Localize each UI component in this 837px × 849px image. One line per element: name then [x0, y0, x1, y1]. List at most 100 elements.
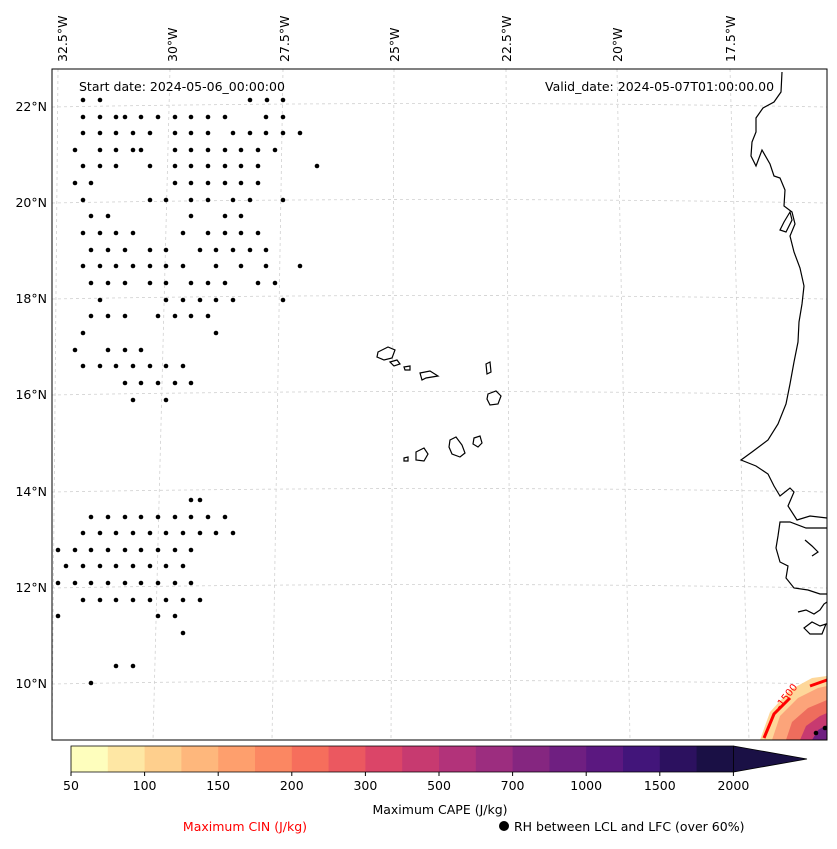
lon-label: 17.5°W [723, 16, 738, 62]
coast-detail [797, 601, 828, 615]
rh-dot [222, 163, 228, 169]
colorbar-tick-label: 1000 [570, 778, 602, 793]
rh-dot [813, 730, 819, 736]
rh-dot [172, 147, 178, 153]
rh-dot [163, 397, 169, 403]
rh-dot [122, 347, 128, 353]
rh-dot [280, 197, 286, 203]
rh-dot [205, 180, 211, 186]
rh-dot [80, 163, 86, 169]
rh-dot [230, 297, 236, 303]
rh-dot [130, 147, 136, 153]
rh-dot [105, 580, 111, 586]
map-background [52, 69, 827, 740]
rh-dot [230, 247, 236, 253]
rh-dot [230, 530, 236, 536]
colorbar-tick-label: 300 [353, 778, 377, 793]
colorbar-swatch [475, 746, 513, 772]
lon-label: 27.5°W [277, 16, 292, 62]
island [403, 456, 409, 462]
rh-dot [138, 547, 144, 553]
rh-dot [113, 147, 119, 153]
rh-dot [238, 230, 244, 236]
rh-dot [97, 263, 103, 269]
rh-dot [97, 97, 103, 103]
cape-verde-islands [376, 346, 502, 462]
rh-dot [255, 180, 261, 186]
rh-dot [88, 547, 94, 553]
rh-dot [255, 280, 261, 286]
lat-label: 10°N [15, 676, 47, 691]
colorbar-swatch [181, 746, 219, 772]
rh-dot [80, 597, 86, 603]
rh-dot [205, 313, 211, 319]
rh-dot [172, 613, 178, 619]
start-date-label: Start date: 2024-05-06_00:00:00 [79, 79, 285, 94]
parallel-line [51, 103, 828, 108]
rh-dot [172, 547, 178, 553]
rh-dot [163, 530, 169, 536]
rh-dot [172, 114, 178, 120]
colorbar-tick-label: 50 [63, 778, 79, 793]
rh-dot [163, 263, 169, 269]
rh-dot [230, 197, 236, 203]
rh-dot [72, 347, 78, 353]
rh-dot [172, 380, 178, 386]
parallel-line [51, 199, 828, 204]
rh-dot [105, 213, 111, 219]
colorbar-outline [70, 745, 734, 773]
rh-dot [172, 163, 178, 169]
rh-dot [163, 197, 169, 203]
rh-dot [105, 313, 111, 319]
rh-dot [80, 563, 86, 569]
rh-dot [172, 313, 178, 319]
rh-dot [180, 230, 186, 236]
rh-dot [263, 114, 269, 120]
rh-dot [263, 130, 269, 136]
rh-dot [80, 130, 86, 136]
rh-dot [155, 114, 161, 120]
island [485, 361, 492, 375]
island [403, 365, 411, 371]
rh-dot [247, 197, 253, 203]
rh-dot [130, 663, 136, 669]
latitude-labels: 22°N 20°N 18°N 16°N 14°N 12°N 10°N [15, 99, 47, 691]
rh-dot [155, 613, 161, 619]
rh-dot [130, 530, 136, 536]
rh-dot [163, 363, 169, 369]
rh-dot [97, 563, 103, 569]
rh-dot [222, 180, 228, 186]
meridian-line [390, 68, 395, 741]
rh-dot [163, 597, 169, 603]
rh-dot [138, 580, 144, 586]
rh-dot [180, 363, 186, 369]
rh-dot [188, 380, 194, 386]
rh-dot [122, 580, 128, 586]
rh-dot [297, 263, 303, 269]
rh-dot [247, 247, 253, 253]
rh-dot [105, 547, 111, 553]
rh-dot [247, 130, 253, 136]
rh-dot [88, 180, 94, 186]
rh-dot [105, 514, 111, 520]
colorbar-swatch [291, 746, 329, 772]
lat-label: 14°N [15, 484, 47, 499]
rh-legend-label: RH between LCL and LFC (over 60%) [514, 819, 744, 834]
colorbar-swatch [439, 746, 477, 772]
rh-dot [263, 247, 269, 253]
rh-dot [188, 280, 194, 286]
island [472, 435, 483, 448]
rh-dot [88, 580, 94, 586]
rh-dot [155, 380, 161, 386]
rh-dot [188, 197, 194, 203]
lon-label: 20°W [610, 27, 625, 62]
island [419, 370, 440, 381]
rh-dot [172, 514, 178, 520]
rh-dot [122, 547, 128, 553]
rh-dot [72, 180, 78, 186]
rh-dot [80, 114, 86, 120]
rh-dot [280, 97, 286, 103]
rh-dot [113, 363, 119, 369]
colorbar-swatch [659, 746, 697, 772]
rh-dot [97, 114, 103, 120]
